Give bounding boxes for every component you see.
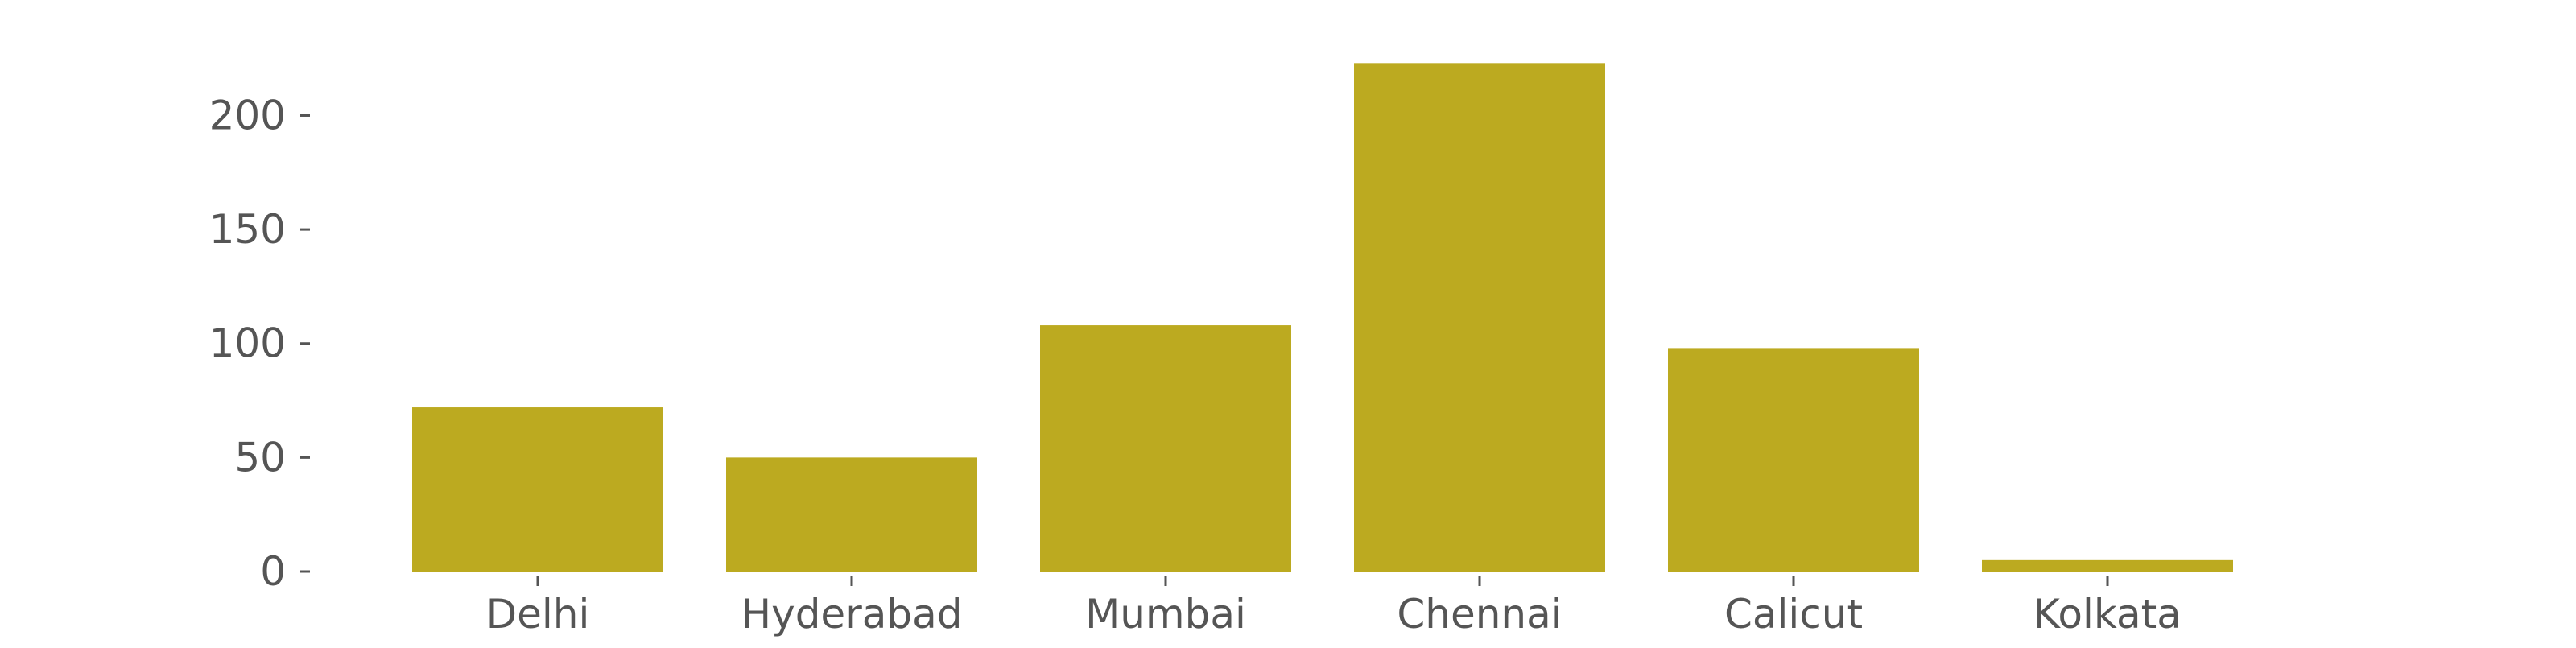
bar-delhi <box>412 407 663 572</box>
x-tick-label: Calicut <box>1724 591 1863 638</box>
bar-chennai <box>1354 63 1605 572</box>
y-tick-label: 50 <box>234 434 286 481</box>
x-tick-label: Kolkata <box>2033 591 2182 638</box>
bar-hyderabad <box>726 457 977 572</box>
y-tick-label: 150 <box>209 206 286 253</box>
y-tick-label: 100 <box>209 320 286 367</box>
y-axis: 0 50 100 150 200 <box>209 92 310 595</box>
bar-mumbai <box>1040 325 1291 572</box>
x-tick-label: Chennai <box>1397 591 1562 638</box>
x-tick-label: Delhi <box>486 591 590 638</box>
bar-calicut <box>1668 348 1919 572</box>
y-tick-label: 0 <box>260 548 286 595</box>
bars-layer <box>412 63 2233 572</box>
y-tick-label: 200 <box>209 92 286 138</box>
x-tick-label: Mumbai <box>1085 591 1246 638</box>
x-axis: Delhi Hyderabad Mumbai Chennai Calicut Kolkat… <box>486 576 2182 638</box>
bar-kolkata <box>1982 559 2233 572</box>
x-tick-label: Hyderabad <box>741 591 963 638</box>
